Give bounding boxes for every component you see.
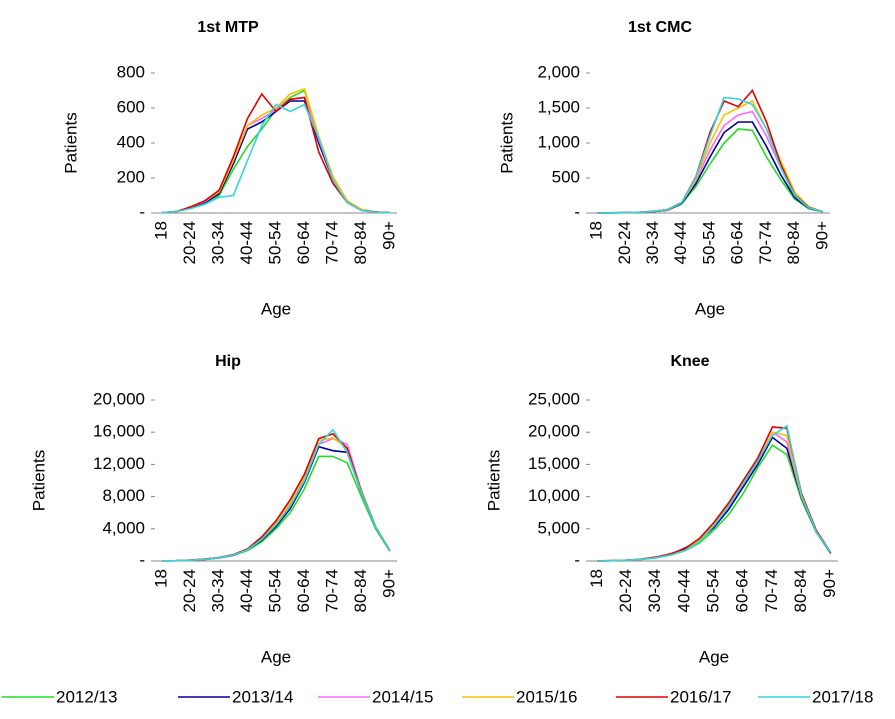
series-line bbox=[162, 445, 391, 562]
y-axis-label: Patients bbox=[29, 450, 48, 511]
x-tick-label: 18 bbox=[152, 221, 171, 240]
y-tick-label: - bbox=[139, 550, 145, 569]
x-tick-label: 20-24 bbox=[616, 569, 635, 612]
x-tick-label: 70-74 bbox=[322, 569, 341, 612]
x-tick-label: 80-84 bbox=[351, 569, 370, 612]
legend-label: 2014/15 bbox=[372, 687, 433, 706]
y-tick-label: 400 bbox=[117, 132, 145, 151]
x-tick-label: 70-74 bbox=[322, 221, 341, 264]
series-line bbox=[162, 437, 391, 562]
x-tick-label: 20-24 bbox=[180, 569, 199, 612]
chart-title: 1st CMC bbox=[628, 19, 692, 36]
series-line bbox=[162, 92, 390, 214]
y-tick-label: 8,000 bbox=[102, 486, 145, 505]
x-tick-label: 40-44 bbox=[237, 569, 256, 612]
x-tick-label: 60-64 bbox=[294, 221, 313, 264]
y-tick-label: 800 bbox=[117, 62, 145, 81]
series-line bbox=[597, 426, 832, 562]
y-tick-label: 15,000 bbox=[528, 454, 580, 473]
y-tick-label: - bbox=[139, 202, 145, 221]
series-line bbox=[597, 443, 832, 562]
legend-label: 2013/14 bbox=[232, 687, 293, 706]
x-tick-label: 30-34 bbox=[209, 569, 228, 612]
y-tick-label: 1,500 bbox=[537, 97, 580, 116]
series-line bbox=[597, 431, 832, 562]
y-tick-label: - bbox=[574, 202, 580, 221]
x-tick-label: 20-24 bbox=[180, 221, 199, 264]
chart-title: Knee bbox=[670, 353, 709, 370]
x-tick-label: 40-44 bbox=[671, 221, 690, 264]
x-axis-label: Age bbox=[699, 647, 729, 666]
series-line bbox=[162, 103, 390, 214]
x-tick-label: 18 bbox=[587, 569, 606, 588]
y-tick-label: 2,000 bbox=[537, 62, 580, 81]
x-tick-label: 60-64 bbox=[733, 569, 752, 612]
y-tick-label: 200 bbox=[117, 167, 145, 186]
y-tick-label: 20,000 bbox=[528, 422, 580, 441]
y-tick-label: 10,000 bbox=[528, 486, 580, 505]
x-tick-label: 80-84 bbox=[791, 569, 810, 612]
series-line bbox=[597, 436, 832, 562]
series-line bbox=[597, 96, 824, 214]
x-tick-label: 80-84 bbox=[784, 221, 803, 264]
series-line bbox=[597, 424, 832, 562]
y-tick-label: 1,000 bbox=[537, 132, 580, 151]
x-tick-label: 60-64 bbox=[728, 221, 747, 264]
series-line bbox=[597, 110, 824, 214]
y-tick-label: 600 bbox=[117, 97, 145, 116]
series-line bbox=[597, 431, 832, 562]
y-tick-label: 12,000 bbox=[93, 454, 145, 473]
y-tick-label: 500 bbox=[552, 167, 580, 186]
y-axis-label: Patients bbox=[61, 112, 80, 173]
y-tick-label: 20,000 bbox=[93, 389, 145, 408]
y-tick-label: - bbox=[574, 550, 580, 569]
legend-label: 2017/18 bbox=[812, 687, 873, 706]
x-axis-label: Age bbox=[261, 299, 291, 318]
x-axis-label: Age bbox=[695, 299, 725, 318]
x-tick-label: 18 bbox=[152, 569, 171, 588]
x-tick-label: 80-84 bbox=[351, 221, 370, 264]
x-tick-label: 30-34 bbox=[645, 569, 664, 612]
y-tick-label: 5,000 bbox=[537, 518, 580, 537]
series-line bbox=[162, 432, 391, 562]
x-axis-label: Age bbox=[261, 647, 291, 666]
x-tick-label: 30-34 bbox=[209, 221, 228, 264]
x-tick-label: 90+ bbox=[379, 569, 398, 598]
x-tick-label: 70-74 bbox=[756, 221, 775, 264]
chart-title: Hip bbox=[215, 353, 241, 370]
series-line bbox=[162, 100, 390, 214]
legend-label: 2015/16 bbox=[516, 687, 577, 706]
y-tick-label: 16,000 bbox=[93, 422, 145, 441]
y-axis-label: Patients bbox=[497, 112, 516, 173]
x-tick-label: 90+ bbox=[379, 221, 398, 250]
x-tick-label: 70-74 bbox=[762, 569, 781, 612]
series-line bbox=[162, 436, 391, 562]
chart-title: 1st MTP bbox=[197, 19, 259, 36]
legend-label: 2012/13 bbox=[56, 687, 117, 706]
y-tick-label: 25,000 bbox=[528, 389, 580, 408]
x-tick-label: 50-54 bbox=[265, 221, 284, 264]
legend-label: 2016/17 bbox=[670, 687, 731, 706]
series-line bbox=[162, 428, 391, 562]
x-tick-label: 40-44 bbox=[674, 569, 693, 612]
x-tick-label: 50-54 bbox=[265, 569, 284, 612]
series-line bbox=[162, 87, 390, 214]
y-axis-label: Patients bbox=[484, 450, 503, 511]
series-line bbox=[162, 96, 390, 214]
x-tick-label: 30-34 bbox=[643, 221, 662, 264]
x-tick-label: 50-54 bbox=[703, 569, 722, 612]
x-tick-label: 20-24 bbox=[615, 221, 634, 264]
x-tick-label: 90+ bbox=[820, 569, 839, 598]
y-tick-label: 4,000 bbox=[102, 518, 145, 537]
x-tick-label: 60-64 bbox=[294, 569, 313, 612]
x-tick-label: 50-54 bbox=[699, 221, 718, 264]
x-tick-label: 18 bbox=[587, 221, 606, 240]
x-tick-label: 90+ bbox=[812, 221, 831, 250]
x-tick-label: 40-44 bbox=[237, 221, 256, 264]
